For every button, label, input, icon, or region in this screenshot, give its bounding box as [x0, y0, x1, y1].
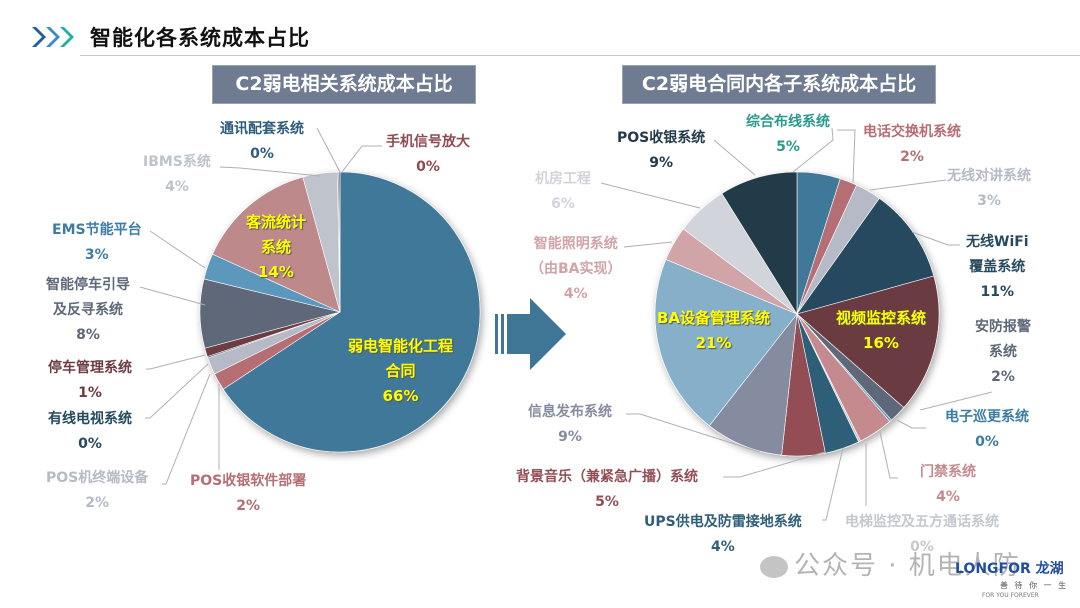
logo-slogan-cn: 善 待 你 一 生: [1000, 581, 1069, 590]
logo-slogan-en: FOR YOU FOREVER: [982, 592, 1039, 599]
label-pos-cash: POS收银系统 9%: [617, 130, 706, 171]
pie-slice: [796, 275, 940, 409]
label-pos-software: POS收银软件部署 2%: [190, 473, 307, 514]
label-pbx: 电话交换机系统 2%: [863, 124, 961, 165]
label-ibms: IBMS系统 4%: [143, 154, 211, 195]
label-radio: 无线对讲系统 3%: [947, 168, 1031, 209]
label-cabling: 综合布线系统 5%: [746, 114, 830, 155]
label-ups: UPS供电及防雷接地系统 4%: [644, 514, 802, 555]
label-patrol: 电子巡更系统 0%: [945, 409, 1029, 450]
label-wifi: 无线WiFi 覆盖系统 11%: [966, 234, 1029, 300]
label-elevator: 电梯监控及五方通话系统 0%: [845, 514, 999, 555]
wechat-icon: [760, 555, 788, 578]
left-chart-title: C2弱电相关系统成本占比: [212, 65, 476, 104]
arrow-right-icon: [495, 298, 566, 370]
label-passenger-flow: 客流统计 系统 14%: [246, 213, 307, 281]
label-tongxun: 通讯配套系统 0%: [220, 121, 304, 162]
leader-lines: [139, 127, 993, 521]
label-lighting: 智能照明系统 （由BA实现） 4%: [530, 236, 622, 302]
page-title: 智能化各系统成本占比: [90, 26, 310, 50]
right-chart-title: C2弱电合同内各子系统成本占比: [622, 65, 936, 104]
label-video: 视频监控系统 16%: [836, 309, 927, 352]
label-access: 门禁系统 4%: [920, 464, 976, 505]
left-pie-chart: [199, 171, 481, 453]
label-info: 信息发布系统 9%: [528, 404, 612, 445]
longfor-logo: LONGFOR 龙湖: [955, 561, 1064, 577]
label-bgm: 背景音乐（兼紧急广播）系统 5%: [516, 469, 698, 510]
label-ba: BA设备管理系统 21%: [657, 309, 771, 352]
label-machine-room: 机房工程 6%: [535, 171, 591, 212]
label-ems: EMS节能平台 3%: [52, 222, 142, 263]
label-main-contract: 弱电智能化工程 合同 66%: [348, 337, 454, 405]
watermark: 公众号 · 机电人防: [760, 545, 1021, 582]
chevron-right-icon: [32, 27, 74, 47]
pie-slice: [721, 171, 798, 316]
title-divider: [80, 55, 1080, 56]
label-cable-tv: 有线电视系统 0%: [48, 411, 132, 452]
label-parking-guide: 智能停车引导 及反寻系统 8%: [46, 277, 130, 343]
right-pie-chart: [654, 171, 940, 457]
pie-slice: [222, 171, 481, 453]
pie-slice: [212, 176, 341, 313]
label-alarm: 安防报警 系统 2%: [975, 319, 1031, 385]
pie-slice: [654, 259, 798, 427]
label-pos-terminal: POS机终端设备 2%: [46, 470, 149, 511]
label-parking-mgmt: 停车管理系统 1%: [48, 360, 132, 401]
label-shouji: 手机信号放大 0%: [386, 134, 470, 175]
